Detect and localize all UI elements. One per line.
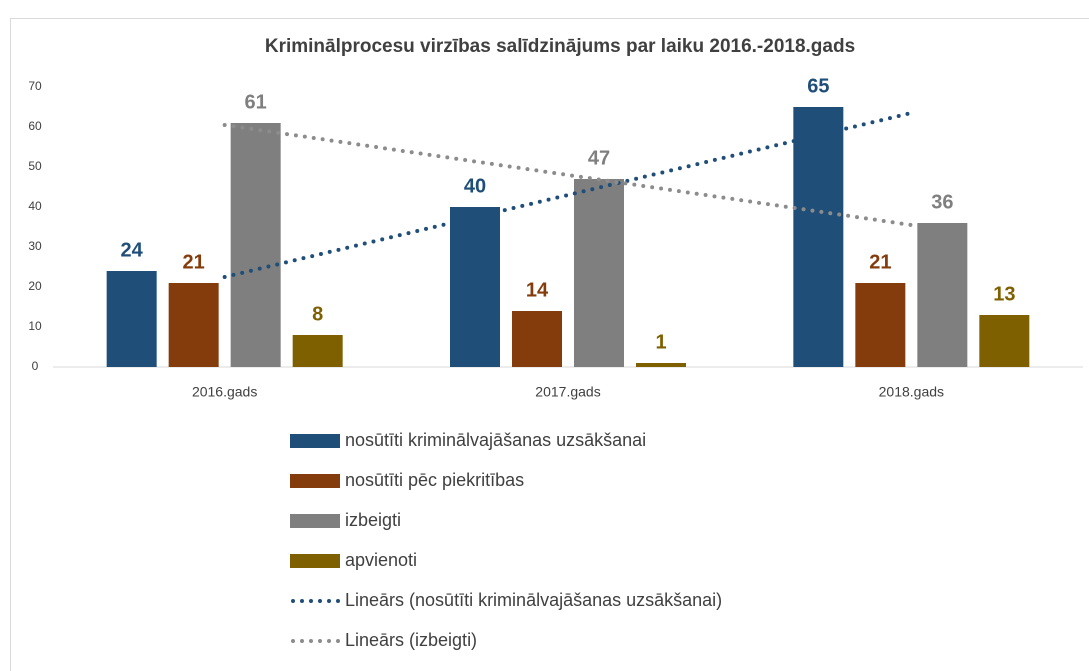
legend-label: nosūtīti kriminālvajāšanas uzsākšanai: [345, 430, 646, 450]
bar: [168, 283, 219, 367]
bar: [574, 179, 624, 367]
legend-label: Lineārs (nosūtīti kriminālvajāšanas uzsā…: [345, 590, 722, 610]
y-tick-label: 10: [28, 319, 42, 333]
bar: [917, 223, 968, 367]
data-label: 65: [807, 75, 829, 97]
trendline: [222, 111, 914, 279]
data-label: 47: [588, 147, 610, 169]
y-tick-label: 70: [28, 79, 42, 93]
data-label: 21: [183, 251, 205, 273]
legend-label: Lineārs (izbeigti): [345, 630, 477, 650]
legend-label: izbeigti: [345, 510, 401, 530]
bar: [230, 123, 281, 367]
legend-label: nosūtīti pēc piekritības: [345, 470, 524, 490]
chart-title: Kriminālprocesu virzības salīdzinājums p…: [265, 36, 855, 57]
y-tick-label: 0: [32, 359, 39, 373]
x-tick-label: 2018.gads: [879, 384, 944, 400]
data-label: 36: [931, 191, 953, 213]
bar: [979, 315, 1030, 367]
data-label: 14: [526, 279, 549, 301]
bar: [450, 207, 500, 367]
data-label: 21: [869, 251, 891, 273]
legend-swatch: [290, 514, 340, 528]
x-tick-label: 2017.gads: [535, 384, 600, 400]
data-label: 1: [655, 331, 666, 353]
y-tick-label: 50: [28, 159, 42, 173]
bar: [292, 335, 343, 367]
bar: [106, 271, 157, 367]
data-label: 24: [121, 239, 144, 261]
data-label: 40: [464, 175, 486, 197]
bar: [793, 107, 844, 367]
x-tick-label: 2016.gads: [192, 384, 257, 400]
bar: [636, 363, 686, 367]
legend-label: apvienoti: [345, 550, 417, 570]
y-tick-label: 30: [28, 239, 42, 253]
y-tick-label: 20: [28, 279, 42, 293]
data-label: 13: [993, 283, 1015, 305]
legend-swatch: [290, 554, 340, 568]
y-tick-label: 40: [28, 199, 42, 213]
data-label: 8: [312, 303, 323, 325]
bar: [512, 311, 562, 367]
y-tick-label: 60: [28, 119, 42, 133]
trendline: [222, 123, 914, 227]
legend-swatch: [290, 474, 340, 488]
bar: [855, 283, 906, 367]
legend-swatch: [290, 434, 340, 448]
data-label: 61: [245, 91, 267, 113]
